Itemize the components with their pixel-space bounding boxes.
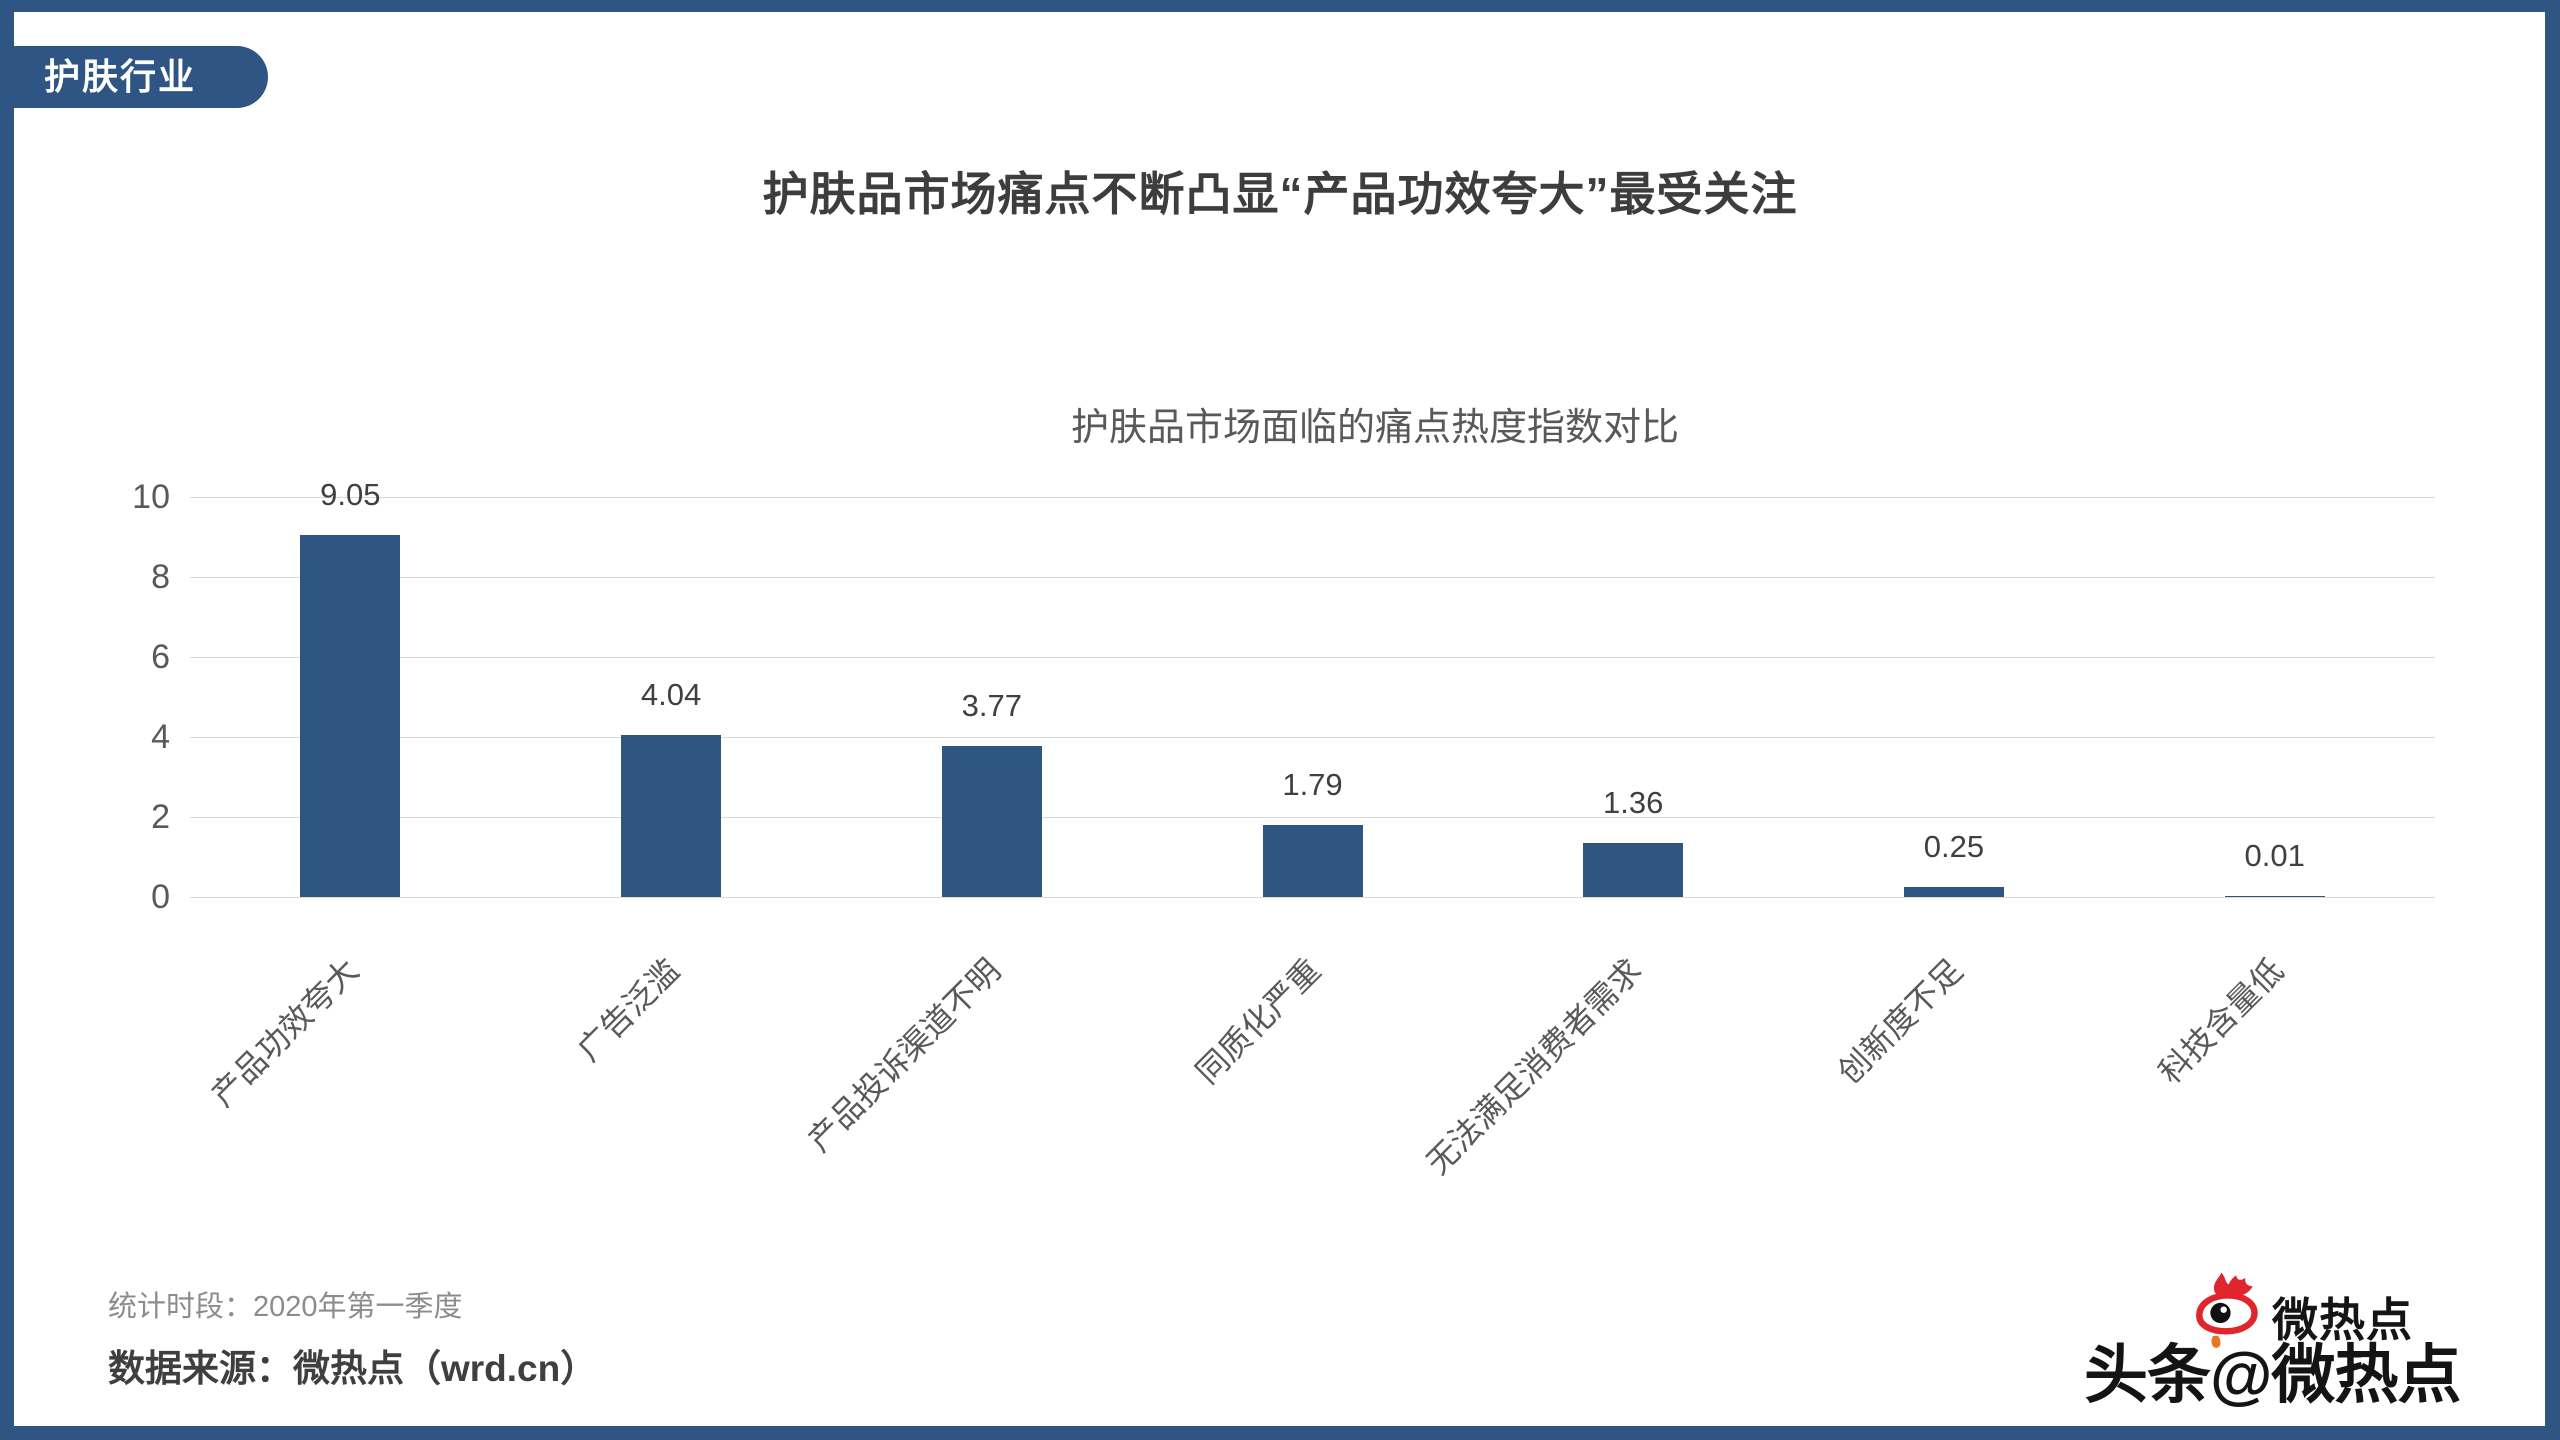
x-axis-category-label: 广告泛滥 — [570, 951, 687, 1068]
y-axis-tick-label: 0 — [151, 878, 170, 916]
x-axis: 产品功效夸大 广告泛滥 产品投诉渠道不明 同质化严重 无法满足消费者需求 创新度不足 科技含… — [190, 897, 2435, 1277]
plot-area: 9.05 4.04 3.77 1.79 1.36 0.25 0.01 — [190, 477, 2435, 898]
bar — [1903, 887, 2004, 897]
frame-bottom-stripe — [0, 1426, 2560, 1440]
gridline — [190, 897, 2435, 898]
bar — [2224, 895, 2325, 897]
bar-value-label: 1.36 — [1603, 784, 1664, 820]
bar — [1583, 842, 1684, 897]
gridline — [190, 657, 2435, 658]
industry-badge: 护肤行业 — [14, 46, 269, 108]
x-axis-category-label: 科技含量低 — [2151, 951, 2291, 1091]
frame-left-stripe — [0, 0, 14, 1440]
watermark-overlay-text: 头条@微热点 — [2084, 1339, 2461, 1411]
y-axis-tick-label: 10 — [132, 478, 170, 516]
weibo-eye-flame-icon — [2196, 1272, 2258, 1348]
bar — [621, 735, 722, 897]
bar-value-label: 3.77 — [961, 688, 1022, 724]
frame-right-stripe — [2545, 0, 2560, 1440]
bar-value-label: 0.01 — [2244, 837, 2305, 873]
bar-value-label: 4.04 — [640, 677, 702, 713]
data-source-label: 数据来源：微热点（wrd.cn） — [108, 1348, 598, 1389]
bar-value-label: 9.05 — [320, 477, 381, 512]
bar-value-label: 0.25 — [1923, 829, 1985, 864]
gridline — [190, 577, 2435, 578]
gridline — [190, 737, 2435, 738]
y-axis-tick-label: 8 — [151, 558, 170, 596]
bar-value-label: 1.79 — [1282, 767, 1343, 803]
watermark: 微热点 头条@微热点 — [2080, 1268, 2510, 1433]
frame-top-stripe — [0, 0, 2560, 12]
page-title: 护肤品市场痛点不断凸显“产品功效夸大”最受关注 — [762, 168, 1798, 220]
bar — [941, 746, 1042, 897]
x-axis-category-label: 产品功效夸大 — [204, 951, 366, 1114]
chart-title: 护肤品市场面临的痛点热度指数对比 — [1070, 407, 1679, 449]
x-axis-category-label: 产品投诉渠道不明 — [800, 951, 1008, 1159]
bar — [1262, 825, 1363, 897]
gridline — [190, 817, 2435, 818]
stat-period-label: 统计时段：2020年第一季度 — [108, 1291, 463, 1323]
y-axis-tick-label: 4 — [151, 718, 170, 756]
bar — [300, 535, 401, 897]
x-axis-category-label: 同质化严重 — [1189, 951, 1328, 1091]
x-axis-category-label: 无法满足消费者需求 — [1419, 951, 1649, 1182]
x-axis-category-label: 创新度不足 — [1830, 951, 1970, 1091]
y-axis-tick-label: 6 — [151, 638, 170, 676]
gridline — [190, 497, 2435, 498]
watermark-logo-text: 微热点 — [2272, 1294, 2413, 1346]
y-axis-tick-label: 2 — [151, 798, 170, 836]
y-axis: 0 2 4 6 8 10 — [55, 478, 170, 916]
